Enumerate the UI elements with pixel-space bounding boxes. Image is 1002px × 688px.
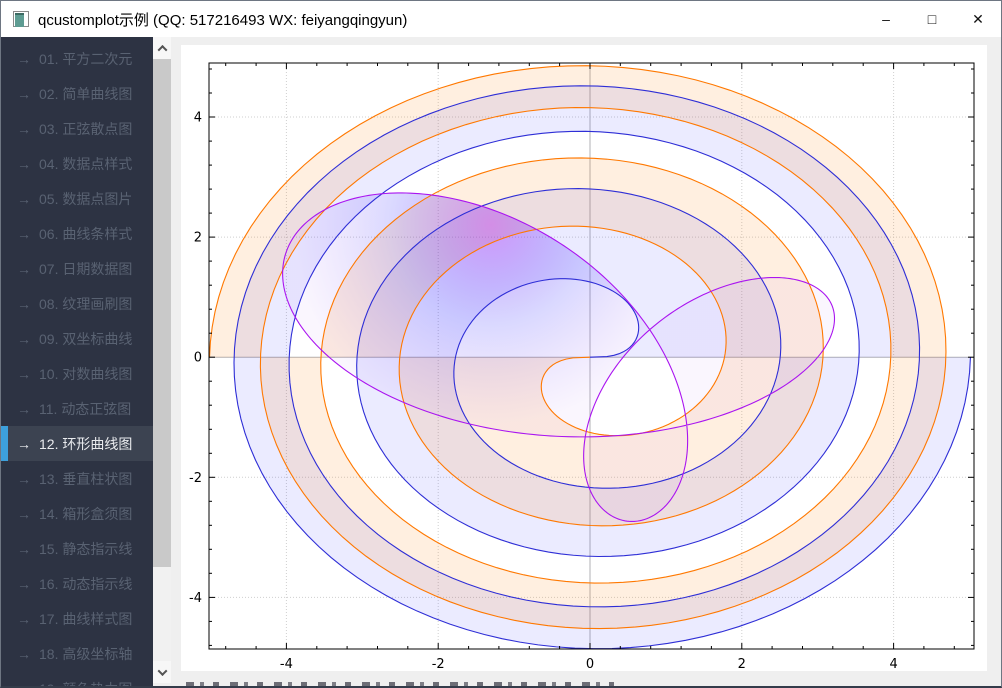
qcustomplot-canvas[interactable]: -4 -2 0 2 4 -4 -2 0 2 4	[181, 45, 987, 671]
scrollbar-down-button[interactable]	[153, 661, 171, 683]
arrow-icon: →	[17, 435, 31, 452]
sidebar-item-7[interactable]: → 07. 日期数据图	[1, 251, 153, 286]
arrow-icon: →	[17, 295, 31, 312]
sidebar-item-5[interactable]: → 05. 数据点图片	[1, 181, 153, 216]
sidebar-item-label: 06. 曲线条样式	[39, 225, 133, 242]
axis-ticks	[209, 63, 974, 649]
curve-deltoid-radial[interactable]	[282, 192, 836, 523]
arrow-icon: →	[17, 330, 31, 347]
clipped-footer-text	[186, 682, 614, 686]
sidebar-item-label: 17. 曲线样式图	[39, 610, 133, 627]
sidebar-item-label: 01. 平方二次元	[39, 50, 133, 67]
sidebar-item-label: 18. 高级坐标轴	[39, 645, 133, 662]
arrow-icon: →	[17, 260, 31, 277]
arrow-icon: →	[17, 540, 31, 557]
sidebar-item-15[interactable]: → 15. 静态指示线	[1, 531, 153, 566]
sidebar-item-label: 04. 数据点样式	[39, 155, 133, 172]
sidebar-menu: → 01. 平方二次元 → 02. 简单曲线图 → 03. 正弦散点图 → 04. 数据点样式…	[1, 37, 153, 687]
close-button[interactable]: ✕	[955, 1, 1001, 37]
arrow-icon: →	[17, 505, 31, 522]
sidebar-item-label: 02. 简单曲线图	[39, 85, 133, 102]
arrow-icon: →	[17, 85, 31, 102]
axis-box	[208, 62, 975, 650]
chevron-down-icon	[157, 665, 167, 676]
sidebar-item-9[interactable]: → 09. 双坐标曲线	[1, 321, 153, 356]
sidebar-item-3[interactable]: → 03. 正弦散点图	[1, 111, 153, 146]
arrow-icon: →	[17, 400, 31, 417]
curve-fermat-spiral-2[interactable]	[208, 65, 947, 630]
sidebar-item-14[interactable]: → 14. 箱形盒须图	[1, 496, 153, 531]
arrow-icon: →	[17, 120, 31, 137]
arrow-icon: →	[17, 155, 31, 172]
sidebar-item-label: 13. 垂直柱状图	[39, 470, 133, 487]
arrow-icon: →	[17, 575, 31, 592]
arrow-icon: →	[17, 365, 31, 382]
sidebar-item-label: 09. 双坐标曲线	[39, 330, 133, 347]
sidebar-item-label: 14. 箱形盒须图	[39, 505, 133, 522]
arrow-icon: →	[17, 681, 31, 687]
sidebar-item-16[interactable]: → 16. 动态指示线	[1, 566, 153, 601]
sidebar-item-label: 03. 正弦散点图	[39, 120, 133, 137]
sidebar-item-label: 16. 动态指示线	[39, 575, 133, 592]
sidebar-item-6[interactable]: → 06. 曲线条样式	[1, 216, 153, 251]
minimize-button[interactable]: –	[863, 1, 909, 37]
y-tick-label: -2	[189, 471, 202, 486]
parametric-curves-chart[interactable]: -4 -2 0 2 4 -4 -2 0 2 4	[181, 45, 987, 671]
sidebar-scrollbar[interactable]	[153, 37, 171, 683]
sidebar-item-18[interactable]: → 18. 高级坐标轴	[1, 636, 153, 671]
sidebar-item-label: 07. 日期数据图	[39, 260, 133, 277]
arrow-icon: →	[17, 190, 31, 207]
sidebar-item-19[interactable]: → 19. 颜色热力图	[1, 671, 153, 687]
window-controls: – □ ✕	[863, 1, 1001, 37]
sidebar-item-8[interactable]: → 08. 纹理画刷图	[1, 286, 153, 321]
arrow-icon: →	[17, 225, 31, 242]
maximize-button[interactable]: □	[909, 1, 955, 37]
x-tick-label: -4	[280, 657, 293, 671]
axis-labels: -4 -2 0 2 4 -4 -2 0 2 4	[189, 111, 898, 672]
main-pane: -4 -2 0 2 4 -4 -2 0 2 4	[171, 37, 1001, 686]
sidebar-item-label: 11. 动态正弦图	[39, 400, 132, 417]
sidebar-item-label: 10. 对数曲线图	[39, 365, 133, 382]
x-tick-label: 4	[889, 657, 897, 671]
y-tick-label: -4	[189, 591, 202, 606]
arrow-icon: →	[17, 470, 31, 487]
curve-fill-deltoid-radial	[282, 192, 835, 522]
sidebar-item-label: 19. 颜色热力图	[39, 679, 132, 687]
y-tick-label: 0	[194, 351, 202, 366]
arrow-icon: →	[17, 50, 31, 67]
x-tick-label: 2	[738, 657, 746, 671]
curve-fermat-spiral-1[interactable]	[233, 85, 971, 650]
sidebar-item-label: 12. 环形曲线图	[39, 435, 133, 452]
x-tick-label: -2	[432, 657, 445, 671]
sidebar-item-label: 05. 数据点图片	[39, 190, 133, 207]
title-bar[interactable]: qcustomplot示例 (QQ: 517216493 WX: feiyang…	[1, 1, 1001, 37]
y-tick-label: 2	[194, 231, 202, 246]
sidebar-item-17[interactable]: → 17. 曲线样式图	[1, 601, 153, 636]
scrollbar-thumb[interactable]	[153, 59, 171, 567]
arrow-icon: →	[17, 610, 31, 627]
y-tick-label: 4	[194, 111, 202, 126]
arrow-icon: →	[17, 645, 31, 662]
sidebar-item-4[interactable]: → 04. 数据点样式	[1, 146, 153, 181]
sidebar-item-label: 15. 静态指示线	[39, 540, 133, 557]
sidebar-item-label: 08. 纹理画刷图	[39, 295, 133, 312]
sidebar-item-1[interactable]: → 01. 平方二次元	[1, 41, 153, 76]
sidebar-item-13[interactable]: → 13. 垂直柱状图	[1, 461, 153, 496]
sidebar-item-12[interactable]: → 12. 环形曲线图	[1, 426, 153, 461]
x-tick-label: 0	[586, 657, 594, 671]
app-icon	[13, 11, 29, 27]
window-title: qcustomplot示例 (QQ: 517216493 WX: feiyang…	[38, 11, 408, 29]
sidebar-item-2[interactable]: → 02. 简单曲线图	[1, 76, 153, 111]
sidebar-item-10[interactable]: → 10. 对数曲线图	[1, 356, 153, 391]
chevron-up-icon	[157, 44, 167, 55]
sidebar-item-11[interactable]: → 11. 动态正弦图	[1, 391, 153, 426]
scrollbar-up-button[interactable]	[153, 37, 171, 59]
